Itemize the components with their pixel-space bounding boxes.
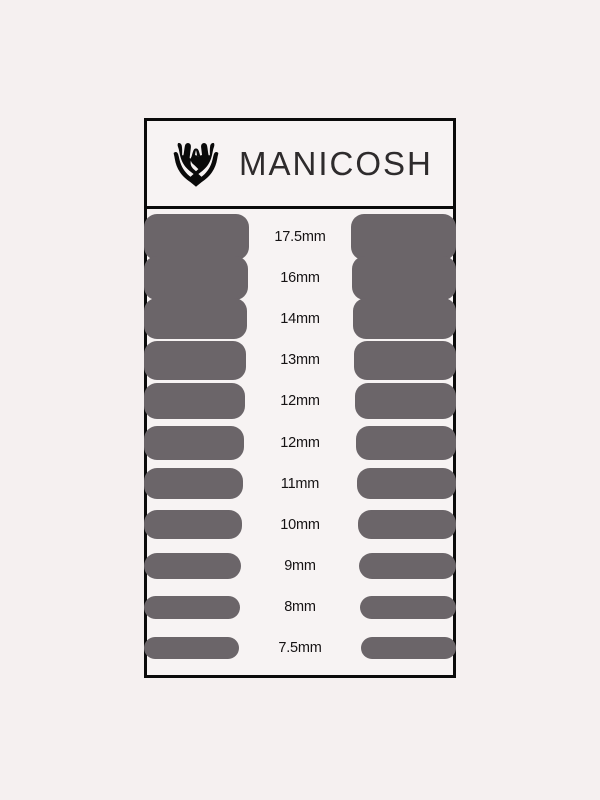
nail-row: 14mm: [144, 298, 456, 340]
nail-swatch-left[interactable]: [144, 298, 247, 340]
nail-row: 16mm: [144, 255, 456, 300]
nail-cell-right: [338, 553, 474, 580]
nail-row: 11mm: [144, 463, 456, 504]
nail-cell-right: [338, 425, 474, 460]
nail-size-label: 11mm: [280, 475, 320, 492]
hands-holding-heart-icon: [173, 141, 219, 187]
nail-cell-right: [338, 510, 474, 540]
nail-cell-left: [126, 255, 262, 300]
nail-cell-right: [338, 595, 474, 619]
nail-swatch-left[interactable]: [144, 425, 244, 460]
nail-swatch-right[interactable]: [358, 510, 456, 540]
nail-swatch-right[interactable]: [357, 468, 456, 500]
nail-cell-left: [126, 298, 262, 340]
nail-swatch-left[interactable]: [144, 213, 249, 260]
nail-cell-left: [126, 595, 262, 619]
nail-swatch-right[interactable]: [359, 553, 456, 580]
nail-row: 8mm: [144, 587, 456, 628]
nail-swatch-right[interactable]: [351, 213, 456, 260]
brand-header: MANICOSH: [147, 121, 453, 209]
nail-cell-left: [126, 510, 262, 540]
nail-size-chart-card: MANICOSH 17.5mm 16mm 14mm: [144, 118, 456, 678]
nail-cell-left: [126, 468, 262, 500]
nail-row: 10mm: [144, 504, 456, 545]
nail-cell-left: [126, 340, 262, 380]
nail-size-label: 7.5mm: [278, 640, 322, 657]
nail-swatch-left[interactable]: [144, 383, 245, 420]
nail-row: 7.5mm: [144, 628, 456, 669]
nail-size-label: 12mm: [280, 393, 320, 410]
nail-swatch-left[interactable]: [144, 468, 243, 500]
nail-size-label: 16mm: [280, 269, 320, 286]
nail-cell-right: [338, 340, 474, 380]
nail-size-label: 12mm: [280, 434, 320, 451]
nail-swatch-left[interactable]: [144, 340, 246, 380]
nail-swatch-left[interactable]: [144, 553, 241, 580]
nail-swatch-right[interactable]: [353, 298, 456, 340]
nail-row: 12mm: [144, 422, 456, 463]
nail-cell-left: [126, 637, 262, 660]
nail-swatch-right[interactable]: [360, 595, 456, 619]
nail-size-label: 17.5mm: [274, 228, 326, 245]
nail-swatch-left[interactable]: [144, 637, 239, 660]
nail-cell-right: [338, 383, 474, 420]
nail-swatch-left[interactable]: [144, 595, 240, 619]
nail-cell-left: [126, 383, 262, 420]
nail-cell-right: [338, 637, 474, 660]
nail-swatch-right[interactable]: [354, 340, 456, 380]
nail-swatch-left[interactable]: [144, 510, 242, 540]
nail-size-label: 10mm: [280, 516, 320, 533]
nail-swatch-right[interactable]: [361, 637, 456, 660]
nail-swatch-right[interactable]: [355, 383, 456, 420]
nail-cell-left: [126, 425, 262, 460]
nail-row: 12mm: [144, 381, 456, 422]
nail-size-grid: 17.5mm 16mm 14mm: [144, 209, 456, 675]
nail-cell-right: [338, 298, 474, 340]
brand-name: MANICOSH: [239, 145, 433, 182]
nail-swatch-left[interactable]: [144, 255, 248, 300]
nail-size-label: 14mm: [280, 310, 320, 327]
nail-size-label: 8mm: [284, 599, 316, 616]
nail-size-label: 9mm: [284, 558, 316, 575]
nail-row: 9mm: [144, 546, 456, 587]
nail-cell-right: [338, 213, 474, 260]
nail-cell-left: [126, 213, 262, 260]
nail-swatch-right[interactable]: [352, 255, 456, 300]
nail-cell-right: [338, 468, 474, 500]
nail-size-label: 13mm: [280, 352, 320, 369]
nail-cell-right: [338, 255, 474, 300]
nail-cell-left: [126, 553, 262, 580]
nail-swatch-right[interactable]: [356, 425, 456, 460]
nail-row: 13mm: [144, 340, 456, 381]
nail-row: 17.5mm: [144, 213, 456, 260]
